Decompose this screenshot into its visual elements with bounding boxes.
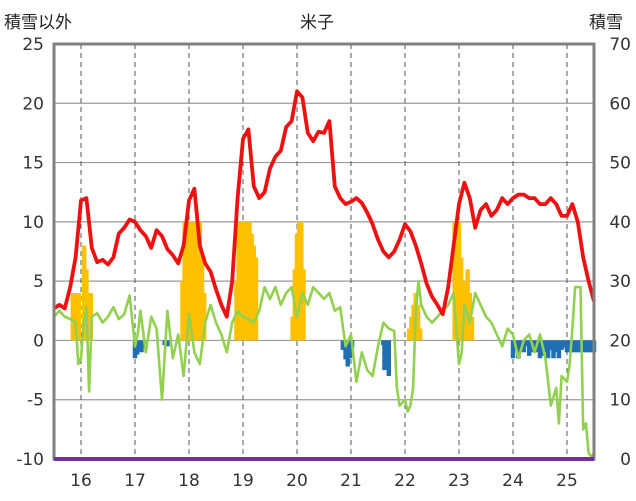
snow-bar: [469, 316, 475, 341]
negative-bar: [165, 340, 170, 347]
negative-bar: [548, 340, 554, 350]
negative-bar: [562, 340, 567, 348]
negative-bar: [589, 340, 594, 353]
x-tick-label: 16: [70, 471, 92, 491]
red-series-line: [52, 89, 596, 319]
x-tick-label: 21: [340, 471, 362, 491]
negative-bar: [382, 340, 387, 371]
x-tick-label: 24: [502, 471, 524, 491]
y-right-tick-label: 30: [609, 272, 631, 292]
y-left-tick-label: -5: [27, 391, 44, 411]
negative-bar: [575, 340, 581, 353]
negative-bar: [516, 340, 521, 359]
snow-bar: [201, 293, 207, 341]
y-right-tick-label: 20: [609, 331, 631, 351]
y-left-tick-label: 15: [22, 154, 44, 174]
grid: [54, 44, 594, 459]
snow-bar: [417, 328, 423, 341]
y-left-tick-label: 10: [22, 213, 44, 233]
negative-bar: [553, 340, 559, 353]
x-tick-label: 19: [232, 471, 254, 491]
negative-bar: [340, 340, 346, 350]
negative-bar: [521, 340, 527, 353]
y-right-tick-label: 70: [609, 35, 631, 55]
negative-bar: [559, 340, 564, 350]
negative-bar: [347, 340, 353, 359]
y-right-tick-label: 0: [620, 450, 631, 470]
x-tick-label: 22: [394, 471, 416, 491]
chart-title: 米子: [300, 13, 334, 33]
y-left-tick-label: 0: [33, 331, 44, 351]
snow-bar: [76, 293, 82, 341]
x-tick-label: 18: [178, 471, 200, 491]
negative-bar: [567, 340, 572, 353]
y-left-tick-label: 20: [22, 94, 44, 114]
negative-bar: [386, 340, 392, 376]
x-tick-label: 17: [124, 471, 146, 491]
y-right-tick-label: 50: [609, 154, 631, 174]
negative-bar: [556, 340, 562, 359]
negative-bar: [572, 340, 578, 353]
negative-bar: [570, 340, 575, 353]
right-axis-label: 積雪: [589, 13, 623, 33]
green-series-line: [53, 279, 596, 458]
negative-bar: [545, 340, 551, 359]
snow-bar: [301, 269, 306, 341]
y-left-tick-label: -10: [16, 450, 44, 470]
negative-bar: [586, 340, 591, 353]
left-axis-label: 積雪以外: [4, 13, 72, 33]
negative-bar: [543, 340, 548, 353]
negative-bar: [551, 340, 556, 359]
axes: -10 -5 0 5 10 15 20 25 0 10 20 30 40 50 60 70 16 17 18 19 20…: [16, 35, 631, 491]
y-right-tick-label: 60: [609, 94, 631, 114]
negative-bar: [537, 340, 543, 359]
negative-bar: [583, 340, 589, 353]
snow-bar: [415, 304, 421, 341]
y-left-tick-label: 25: [22, 35, 44, 55]
x-tick-label: 25: [556, 471, 578, 491]
y-left-tick-label: 5: [33, 272, 44, 292]
line-series: [52, 89, 596, 458]
snow-bar: [253, 257, 259, 341]
negative-bar: [564, 340, 570, 353]
x-tick-label: 20: [286, 471, 308, 491]
negative-bar: [580, 340, 586, 353]
y-right-tick-label: 40: [609, 213, 631, 233]
negative-bar: [510, 340, 516, 359]
negative-bar: [526, 340, 532, 356]
x-tick-label: 23: [448, 471, 470, 491]
negative-bar: [524, 340, 529, 347]
negative-bar: [532, 340, 537, 348]
y-right-tick-label: 10: [609, 391, 631, 411]
